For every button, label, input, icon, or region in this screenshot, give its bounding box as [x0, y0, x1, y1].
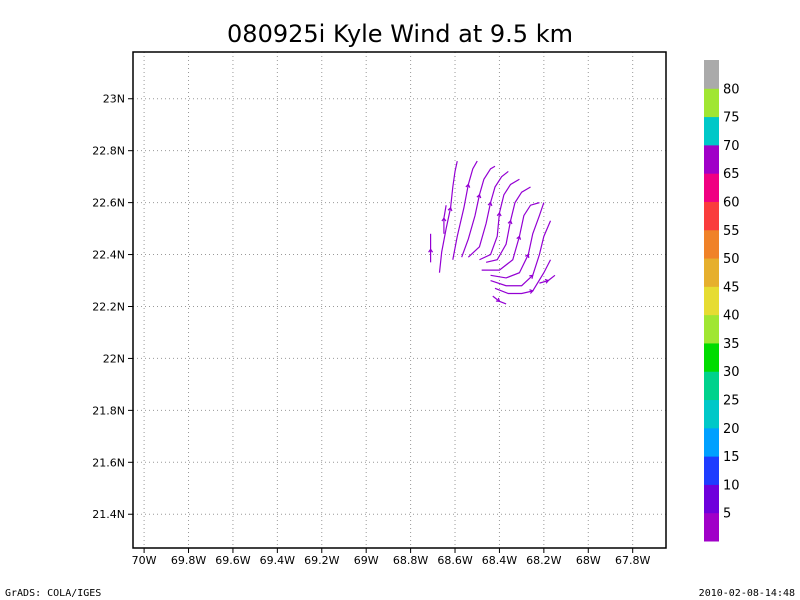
x-tick-label: 67.8W — [615, 554, 650, 567]
streamline-arrow — [428, 248, 434, 253]
colorbar-segment — [704, 484, 719, 514]
colorbar: 5 10 15 20 25 30 35 40 45 50 55 60 65 70 75 80 — [704, 60, 740, 542]
colorbar-segment — [704, 173, 719, 202]
y-tick-label: 22.4N — [92, 249, 125, 262]
y-tick-label: 21.4N — [92, 508, 125, 521]
colorbar-label: 45 — [723, 280, 740, 295]
streamline-arrow — [465, 183, 471, 188]
x-tick-label: 68W — [576, 554, 601, 567]
y-tick-label: 22.6N — [92, 197, 125, 210]
plot-frame — [132, 51, 667, 549]
colorbar-label: 65 — [723, 167, 740, 182]
streamline — [494, 259, 552, 295]
x-tick-label: 68.6W — [437, 554, 472, 567]
x-tick-label: 69W — [354, 554, 379, 567]
y-tick-label: 22N — [103, 352, 125, 365]
colorbar-label: 20 — [723, 422, 740, 437]
streamline-arrow — [441, 217, 447, 222]
y-tick-label: 21.6N — [92, 456, 125, 469]
streamlines — [428, 160, 556, 305]
footer-right: 2010-02-08-14:48 — [699, 588, 795, 599]
colorbar-segment — [704, 258, 719, 287]
colorbar-segment — [704, 286, 719, 316]
colorbar-label: 40 — [723, 309, 740, 324]
streamline-arrow — [487, 201, 493, 207]
x-tick-label: 68.2W — [526, 554, 561, 567]
colorbar-label: 35 — [723, 337, 740, 352]
streamline — [485, 186, 531, 263]
streamline-arrow — [507, 219, 513, 225]
x-tick-label: 70W — [132, 554, 157, 567]
streamline-arrow — [529, 274, 534, 279]
streamline — [481, 202, 540, 271]
x-tick-label: 68.8W — [393, 554, 428, 567]
x-tick-label: 68.4W — [482, 554, 517, 567]
colorbar-segment — [704, 456, 719, 485]
colorbar-segment — [704, 512, 719, 542]
y-tick-label: 21.8N — [92, 404, 125, 417]
colorbar-label: 10 — [723, 478, 740, 493]
colorbar-segment — [704, 399, 719, 429]
x-tick-label: 69.8W — [171, 554, 206, 567]
streamline — [467, 170, 509, 258]
colorbar-segment — [704, 201, 719, 231]
streamline-arrow — [524, 253, 530, 259]
streamline-arrow — [516, 235, 522, 240]
streamline-arrow — [496, 211, 502, 217]
colorbar-segment — [704, 144, 719, 174]
colorbar-segment — [704, 116, 719, 146]
streamline-arrow — [476, 193, 482, 199]
colorbar-label: 50 — [723, 252, 740, 267]
colorbar-segment — [704, 60, 719, 89]
y-axis-ticks: 23N 22.8N 22.6N 22.4N 22.2N 22N 21.8N 21.6N 21.4… — [92, 93, 133, 521]
colorbar-label: 55 — [723, 224, 740, 239]
chart-title: 080925i Kyle Wind at 9.5 km — [227, 20, 573, 48]
colorbar-segment — [704, 314, 719, 344]
colorbar-segment — [704, 342, 719, 372]
colorbar-label: 25 — [723, 394, 740, 409]
colorbar-label: 30 — [723, 365, 740, 380]
x-tick-label: 69.4W — [260, 554, 295, 567]
streamline — [452, 160, 478, 260]
streamline — [461, 165, 496, 258]
y-tick-label: 22.2N — [92, 300, 125, 313]
colorbar-label: 80 — [723, 82, 740, 97]
x-tick-label: 69.2W — [304, 554, 339, 567]
colorbar-label: 5 — [723, 507, 731, 522]
colorbar-segment — [704, 88, 719, 118]
streamline-arrow — [544, 278, 550, 284]
colorbar-label: 75 — [723, 111, 740, 126]
colorbar-label: 70 — [723, 139, 740, 154]
y-tick-label: 22.8N — [92, 145, 125, 158]
x-tick-label: 69.6W — [215, 554, 250, 567]
streamline-arrow — [495, 297, 501, 302]
footer-left: GrADS: COLA/IGES — [5, 588, 101, 599]
grid — [133, 52, 666, 548]
x-axis-ticks: 70W 69.8W 69.6W 69.4W 69.2W 69W 68.8W 68.6W 68.4… — [132, 548, 650, 567]
colorbar-segment — [704, 371, 719, 401]
y-tick-label: 23N — [103, 93, 125, 106]
colorbar-segment — [704, 229, 719, 259]
streamline — [479, 178, 520, 261]
streamline-arrow — [529, 289, 534, 294]
colorbar-segment — [704, 427, 719, 457]
colorbar-label: 60 — [723, 195, 740, 210]
colorbar-label: 15 — [723, 450, 740, 465]
streamline-arrow — [447, 206, 453, 212]
